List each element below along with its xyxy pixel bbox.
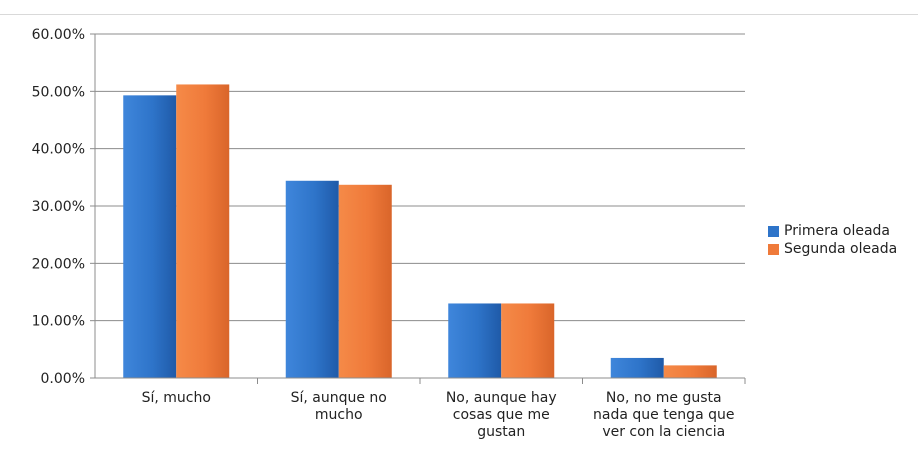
x-category-label: Sí, aunque no [291, 390, 387, 406]
x-category-label: gustan [477, 424, 525, 440]
y-tick-label: 50.00% [32, 84, 85, 100]
bar-primera-1 [285, 180, 339, 378]
y-tick-label: 20.00% [32, 256, 85, 272]
bar-segunda-1 [338, 184, 392, 378]
legend-swatch-segunda [768, 243, 779, 255]
y-tick-label: 30.00% [32, 199, 85, 215]
legend-swatch-primera [768, 225, 779, 237]
legend-label-segunda: Segunda oleada [784, 241, 898, 257]
top-divider [0, 14, 918, 15]
bar-primera-0 [123, 95, 177, 378]
y-tick-label: 60.00% [32, 27, 85, 43]
bar-segunda-3 [663, 365, 717, 378]
bar-primera-2 [448, 303, 502, 378]
bar-segunda-0 [176, 84, 230, 378]
x-category-label: No, aunque hay [446, 390, 557, 406]
legend-label-primera: Primera oleada [784, 223, 890, 239]
y-tick-label: 40.00% [32, 142, 85, 158]
x-category-label: cosas que me [453, 407, 550, 423]
x-category-label: mucho [315, 407, 363, 423]
bar-primera-3 [610, 357, 664, 378]
legend-item-primera: Primera oleada [768, 222, 897, 240]
legend: Primera oleada Segunda oleada [768, 222, 897, 258]
y-tick-label: 0.00% [41, 371, 85, 387]
bar-segunda-2 [501, 303, 555, 378]
x-category-label: No, no me gusta [606, 390, 722, 406]
x-category-label: Sí, mucho [142, 390, 211, 406]
x-category-label: ver con la ciencia [602, 424, 725, 440]
legend-item-segunda: Segunda oleada [768, 240, 897, 258]
y-tick-label: 10.00% [32, 314, 85, 330]
x-category-label: nada que tenga que [593, 407, 734, 423]
